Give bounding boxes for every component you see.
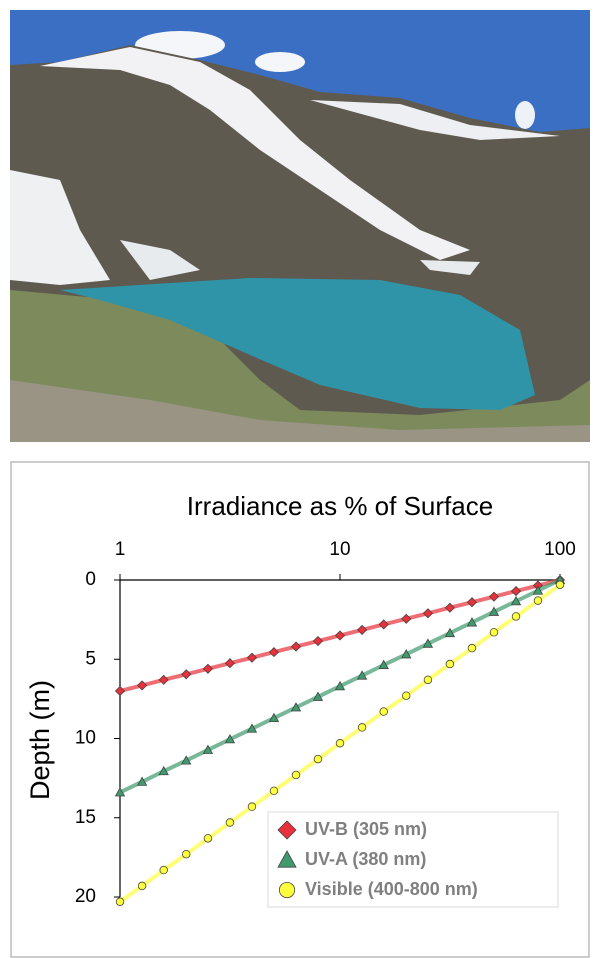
marker xyxy=(488,591,500,602)
marker xyxy=(247,802,257,811)
marker xyxy=(378,619,389,630)
y-tick-label: 10 xyxy=(75,728,96,749)
legend-box xyxy=(267,811,559,908)
marker xyxy=(511,612,521,621)
marker xyxy=(357,723,367,732)
marker xyxy=(225,818,235,827)
marker xyxy=(444,627,456,638)
marker xyxy=(532,585,544,595)
marker xyxy=(379,707,388,716)
y-axis-label: Depth (m) xyxy=(25,680,55,800)
marker xyxy=(312,635,324,647)
x-tick-label: 10 xyxy=(329,539,350,560)
marker xyxy=(489,628,499,637)
marker xyxy=(114,787,126,797)
marker xyxy=(356,670,368,680)
marker xyxy=(467,643,477,653)
marker xyxy=(114,685,126,697)
marker xyxy=(312,691,324,701)
y-tick-label: 15 xyxy=(75,807,96,828)
chart: Irradiance as % of Surface Depth (m) 1 10… xyxy=(10,461,590,958)
marker xyxy=(224,733,236,744)
marker xyxy=(422,608,433,619)
legend-label: UV-A (380 nm) xyxy=(305,849,426,869)
marker xyxy=(136,776,148,786)
marker xyxy=(268,712,280,723)
marker xyxy=(159,865,168,875)
marker xyxy=(334,630,346,641)
marker xyxy=(533,596,543,605)
marker xyxy=(510,586,522,597)
y-tick-label: 0 xyxy=(85,569,96,590)
marker xyxy=(488,606,500,616)
snow xyxy=(10,170,110,285)
marker xyxy=(246,652,258,663)
x-tick-label: 1 xyxy=(115,539,126,560)
marker xyxy=(203,834,213,843)
marker xyxy=(510,595,522,606)
snow xyxy=(40,47,470,260)
marker xyxy=(401,649,412,659)
marker xyxy=(269,786,279,796)
marker xyxy=(402,691,411,700)
marker xyxy=(555,580,565,589)
marker xyxy=(202,744,214,754)
marker xyxy=(224,658,235,669)
marker xyxy=(268,647,280,658)
marker xyxy=(445,659,455,669)
marker xyxy=(291,770,301,780)
marker xyxy=(444,602,455,613)
marker xyxy=(422,638,434,648)
legend-marker xyxy=(277,850,297,868)
x-tick-label: 100 xyxy=(544,539,576,560)
marker xyxy=(246,723,258,733)
marker xyxy=(466,617,478,627)
marker xyxy=(290,702,302,712)
lake-photo xyxy=(10,10,590,442)
marker xyxy=(182,849,191,859)
marker xyxy=(401,613,412,624)
marker xyxy=(181,755,192,765)
marker xyxy=(335,739,345,748)
legend-label: Visible (400-800 nm) xyxy=(305,879,478,899)
marker xyxy=(158,765,169,776)
y-tick-label: 20 xyxy=(75,886,96,907)
marker xyxy=(137,680,148,691)
marker xyxy=(158,674,169,685)
lake xyxy=(60,278,535,410)
marker xyxy=(181,669,192,680)
marker xyxy=(334,680,346,691)
marker xyxy=(290,641,302,652)
marker xyxy=(357,624,368,635)
legend-marker xyxy=(277,820,297,840)
legend-marker xyxy=(278,881,296,899)
chart-title: Irradiance as % of Surface xyxy=(187,491,493,521)
rocks xyxy=(10,380,590,442)
legend-label: UV-B (305 nm) xyxy=(305,819,427,839)
y-tick-label: 5 xyxy=(85,648,96,669)
cloud xyxy=(255,52,305,72)
cloud xyxy=(515,101,535,129)
snow xyxy=(310,100,560,140)
marker xyxy=(202,663,213,674)
marker xyxy=(466,597,478,608)
snow xyxy=(420,260,480,275)
marker xyxy=(313,754,323,764)
snow xyxy=(120,240,200,280)
marker xyxy=(115,897,125,906)
marker xyxy=(137,881,147,891)
marker xyxy=(423,675,433,685)
marker xyxy=(378,659,389,669)
